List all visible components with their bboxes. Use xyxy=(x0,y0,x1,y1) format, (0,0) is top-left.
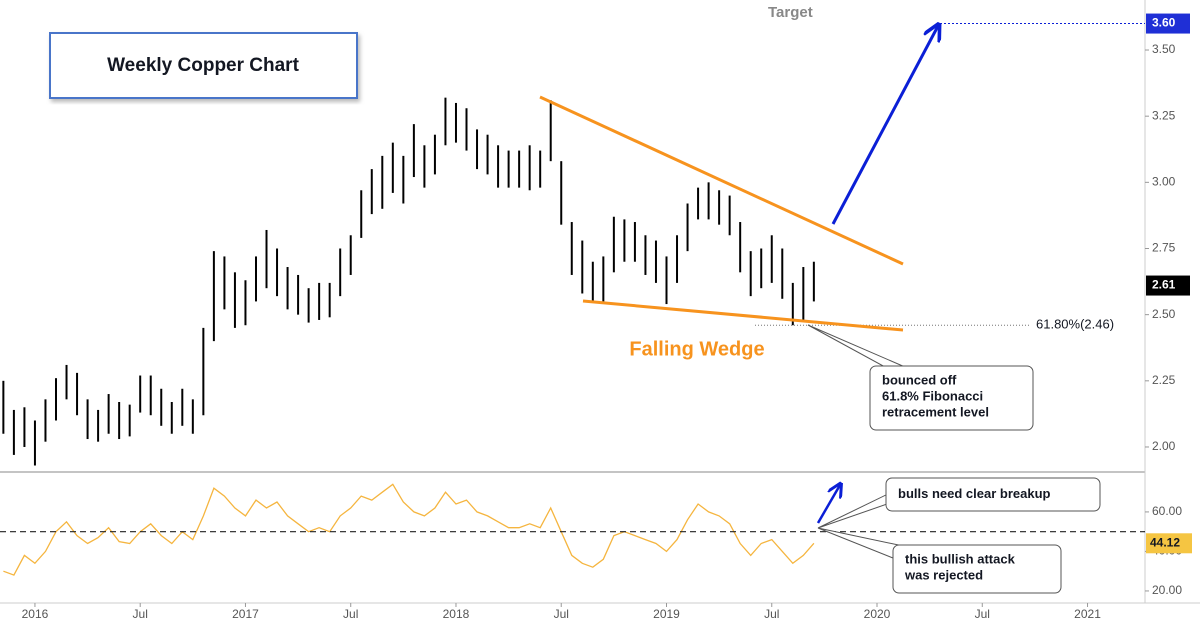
wedge-upper xyxy=(539,95,904,266)
y-tick-label: 2.50 xyxy=(1152,307,1176,321)
y-tick-label: 2.25 xyxy=(1152,373,1176,387)
breakup-callout-pointer xyxy=(817,492,891,529)
y-tick-label: 3.25 xyxy=(1152,108,1176,122)
target-arrow xyxy=(831,26,938,225)
x-tick-label: 2019 xyxy=(653,607,680,621)
breakup-arrow xyxy=(816,485,840,524)
wedge-label: Falling Wedge xyxy=(629,338,764,360)
target-text: Target xyxy=(768,4,813,21)
y-tick-label: 2.75 xyxy=(1152,241,1176,255)
x-tick-label: Jul xyxy=(975,607,990,621)
y-tick-label: 3.00 xyxy=(1152,175,1176,189)
x-tick-label: 2021 xyxy=(1074,607,1101,621)
price-badge xyxy=(1146,275,1190,296)
y-tick-label: 60.00 xyxy=(1152,504,1182,518)
breakup-callout-box xyxy=(885,477,1101,512)
chart-title: Weekly Copper Chart xyxy=(107,55,299,76)
rejected-callout-text: this bullish attack xyxy=(905,551,1016,566)
breakup-callout-text: bulls need clear breakup xyxy=(898,486,1051,501)
y-tick-label: 2.00 xyxy=(1152,439,1176,453)
x-tick-label: Jul xyxy=(343,607,358,621)
rsi-badge-label: 44.12 xyxy=(1150,535,1180,549)
fib-label: 61.80%(2.46) xyxy=(1036,317,1114,332)
title-box xyxy=(49,32,358,99)
price-badge-label: 2.61 xyxy=(1152,278,1176,292)
fib-callout-text: bounced off xyxy=(882,372,957,387)
x-tick-label: 2018 xyxy=(443,607,470,621)
x-tick-label: 2020 xyxy=(864,607,891,621)
price-badge xyxy=(1146,13,1190,34)
x-tick-label: Jul xyxy=(554,607,569,621)
y-tick-label: 3.50 xyxy=(1152,42,1176,56)
rejected-callout-text: was rejected xyxy=(904,567,983,582)
price-badge-label: 3.60 xyxy=(1152,16,1176,30)
plot-area: 2.002.252.502.753.003.253.5020.0040.0060… xyxy=(0,4,1192,621)
fib-callout-text: 61.8% Fibonacci xyxy=(882,388,983,403)
y-tick-label: 20.00 xyxy=(1152,583,1182,597)
fib-callout-box xyxy=(869,365,1034,431)
x-tick-label: Jul xyxy=(764,607,779,621)
fib-callout-pointer xyxy=(807,324,906,368)
fib-callout-text: retracement level xyxy=(882,404,989,419)
rsi-line xyxy=(3,483,815,576)
x-tick-label: Jul xyxy=(133,607,148,621)
x-tick-label: 2017 xyxy=(232,607,259,621)
rsi-badge xyxy=(1146,533,1192,554)
x-tick-label: 2016 xyxy=(22,607,49,621)
rejected-callout-box xyxy=(892,544,1062,594)
wedge-lower xyxy=(582,299,904,332)
